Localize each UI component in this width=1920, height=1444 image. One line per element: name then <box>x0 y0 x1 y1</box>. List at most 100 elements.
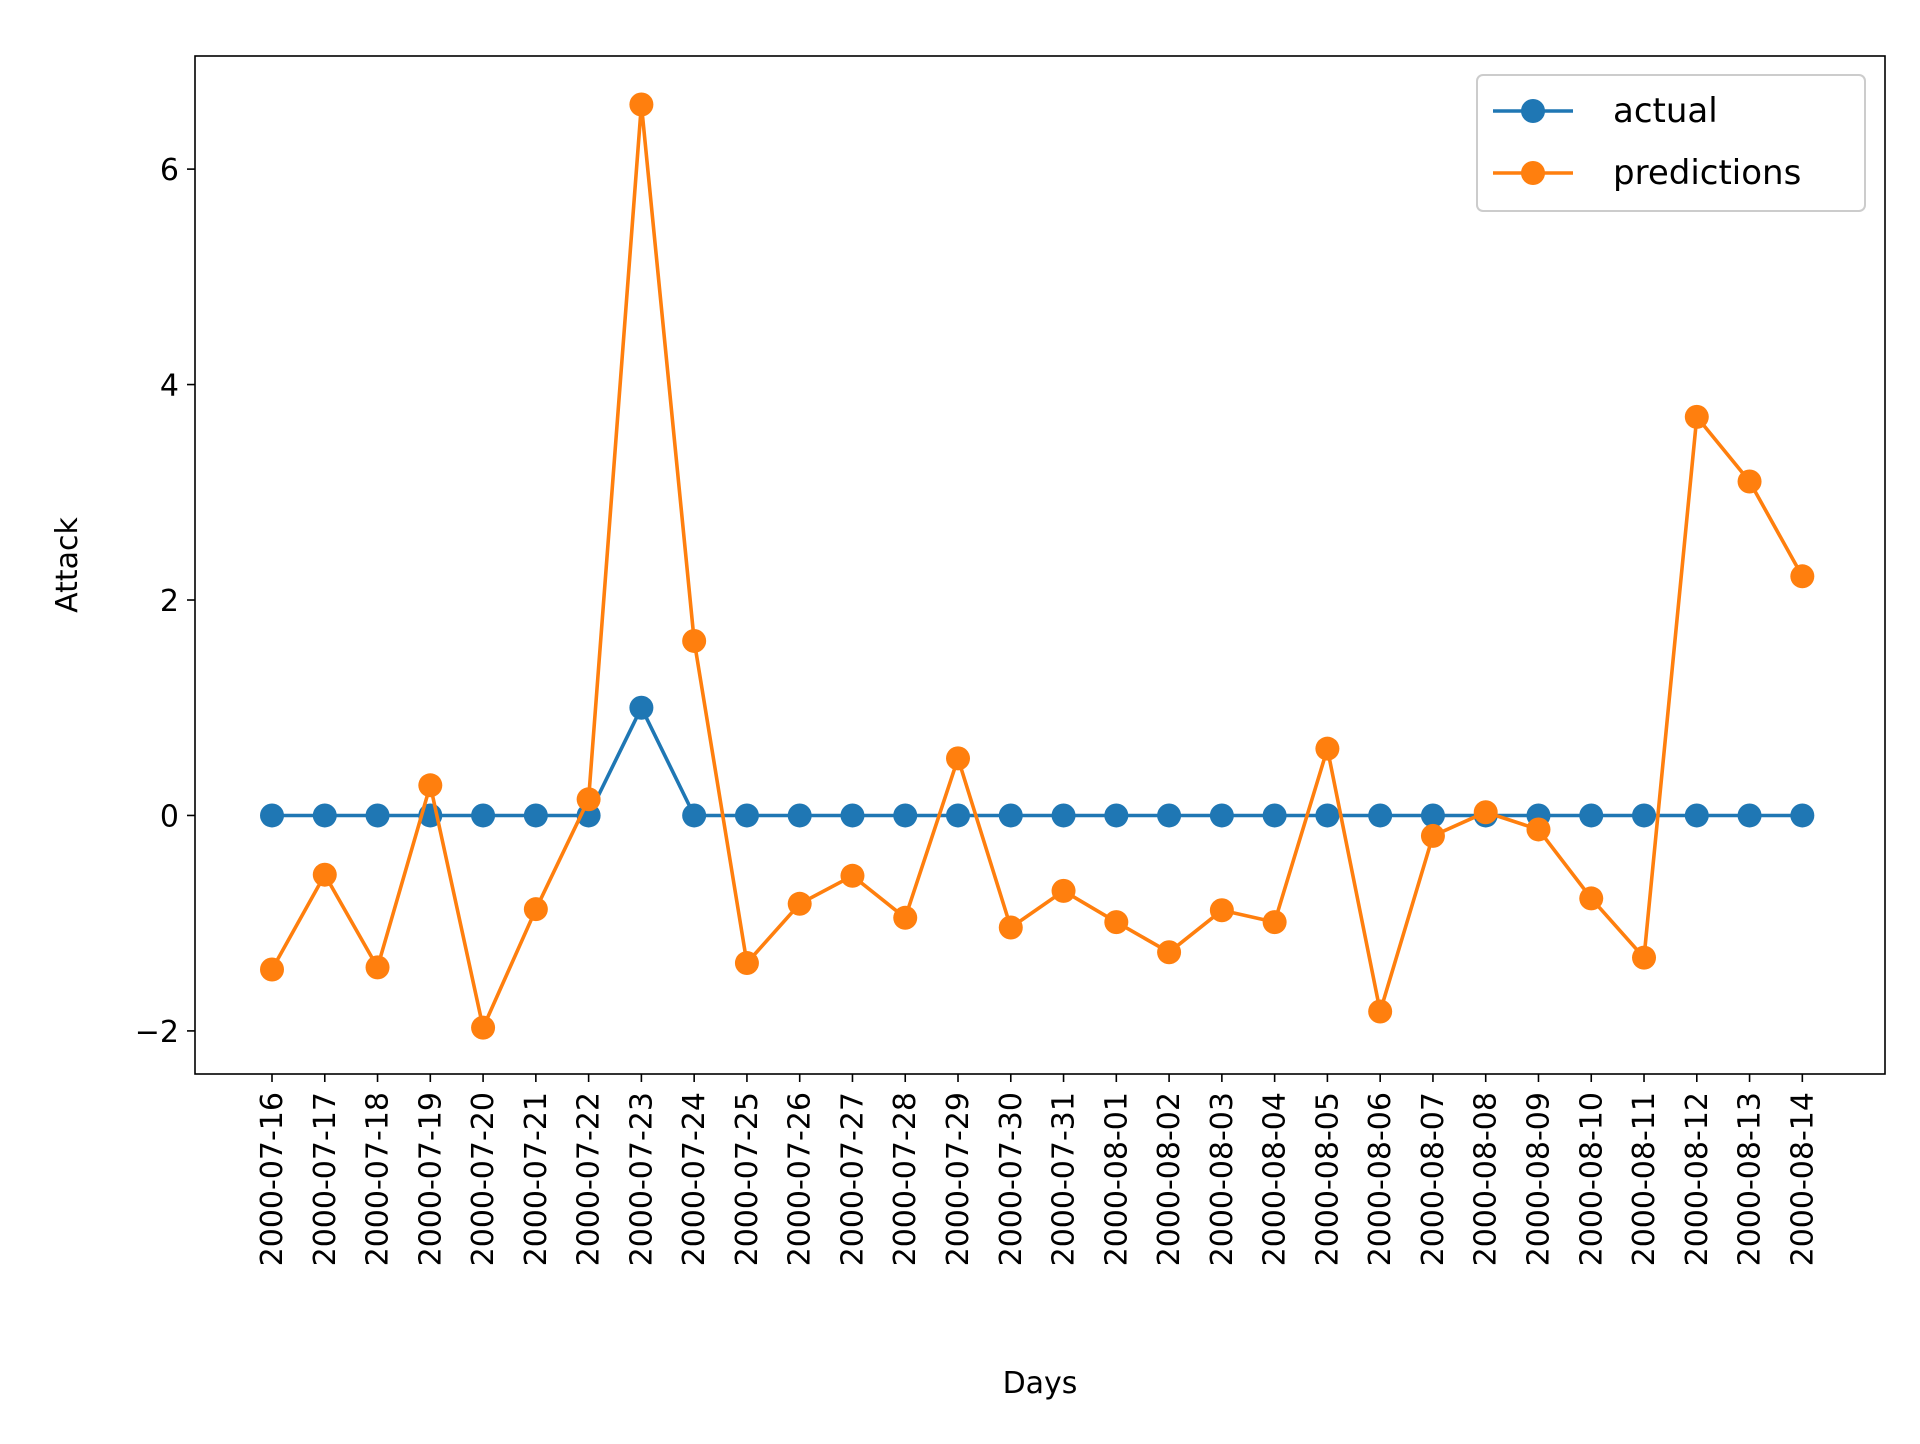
data-point-predictions <box>682 628 707 653</box>
x-tick-label: 2000-07-31 <box>1047 1092 1082 1266</box>
legend-item-actual: actual <box>1493 91 1718 131</box>
data-point-predictions <box>471 1015 496 1040</box>
data-point-predictions <box>1209 898 1234 923</box>
series-actual <box>260 695 1815 828</box>
x-tick-label: 2000-08-14 <box>1785 1092 1820 1266</box>
x-tick-label: 2000-07-25 <box>730 1092 765 1266</box>
data-point-actual <box>1790 803 1815 828</box>
series-line-predictions <box>270 102 1804 1030</box>
data-point-predictions <box>576 787 601 812</box>
legend-marker-predictions <box>1521 161 1545 185</box>
data-point-actual <box>1315 803 1340 828</box>
x-tick-label: 2000-07-29 <box>941 1092 976 1266</box>
x-tick-label: 2000-08-06 <box>1363 1092 1398 1266</box>
data-point-actual <box>1684 803 1709 828</box>
legend-item-predictions: predictions <box>1493 153 1801 193</box>
data-point-actual <box>734 803 759 828</box>
y-tick-label: 4 <box>160 369 179 404</box>
data-point-actual <box>1209 803 1234 828</box>
data-point-predictions <box>1526 817 1551 842</box>
x-axis: 2000-07-16 2000-07-17 2000-07-18 2000-07-19… <box>255 1074 1820 1266</box>
y-tick-label: 2 <box>160 584 179 619</box>
x-tick-label: 2000-07-28 <box>888 1092 923 1266</box>
data-point-predictions <box>1368 999 1393 1024</box>
data-point-predictions <box>787 891 812 916</box>
data-point-predictions <box>365 955 390 980</box>
y-axis: −2 0 2 4 6 <box>135 153 195 1050</box>
data-point-actual <box>840 803 865 828</box>
y-tick-label: 0 <box>160 799 179 834</box>
plot-frame <box>194 55 1886 1075</box>
x-tick-label: 2000-08-10 <box>1574 1092 1609 1266</box>
x-tick-label: 2000-08-01 <box>1099 1092 1134 1266</box>
data-point-actual <box>1262 803 1287 828</box>
data-point-predictions <box>1579 886 1604 911</box>
x-tick-label: 2000-08-02 <box>1152 1092 1187 1266</box>
y-tick-label: −2 <box>135 1015 179 1050</box>
legend-label-predictions: predictions <box>1613 153 1801 193</box>
data-point-actual <box>946 803 971 828</box>
data-point-predictions <box>260 957 284 982</box>
data-point-predictions <box>946 746 971 771</box>
data-point-actual <box>893 803 918 828</box>
data-point-predictions <box>1737 469 1762 494</box>
data-point-predictions <box>629 92 654 117</box>
series-layer <box>260 92 1815 1040</box>
data-point-predictions <box>1473 800 1498 825</box>
data-point-actual <box>1737 803 1762 828</box>
x-tick-label: 2000-07-30 <box>994 1092 1029 1266</box>
data-point-actual <box>682 803 707 828</box>
x-axis-label: Days <box>1003 1366 1078 1401</box>
data-point-predictions <box>1632 945 1657 970</box>
legend: actual predictions <box>1476 74 1866 212</box>
data-point-actual <box>1051 803 1076 828</box>
data-point-predictions <box>523 897 548 922</box>
data-point-predictions <box>1684 404 1709 429</box>
data-point-actual <box>787 803 812 828</box>
data-point-predictions <box>1051 878 1076 903</box>
x-tick-label: 2000-08-07 <box>1416 1092 1451 1266</box>
data-point-actual <box>998 803 1023 828</box>
x-tick-label: 2000-07-22 <box>572 1092 607 1266</box>
x-tick-label: 2000-07-23 <box>624 1092 659 1266</box>
data-point-actual <box>365 803 390 828</box>
legend-marker-actual <box>1521 99 1545 123</box>
x-tick-label: 2000-08-05 <box>1310 1092 1345 1266</box>
legend-box <box>1476 74 1866 212</box>
x-tick-label: 2000-07-24 <box>677 1092 712 1266</box>
x-tick-label: 2000-07-18 <box>361 1092 396 1266</box>
data-point-actual <box>1579 803 1604 828</box>
legend-label-actual: actual <box>1613 91 1718 131</box>
y-tick-label: 6 <box>160 153 179 188</box>
data-point-actual <box>629 695 654 720</box>
x-tick-label: 2000-07-19 <box>413 1092 448 1266</box>
data-point-predictions <box>1790 564 1815 589</box>
data-point-actual <box>471 803 496 828</box>
data-point-predictions <box>1315 736 1340 761</box>
data-point-predictions <box>734 951 759 976</box>
data-point-actual <box>1368 803 1393 828</box>
data-point-predictions <box>1104 910 1129 935</box>
data-point-actual <box>1420 803 1445 828</box>
x-tick-label: 2000-07-27 <box>835 1092 870 1266</box>
data-point-actual <box>523 803 548 828</box>
data-point-predictions <box>1420 823 1445 848</box>
x-tick-label: 2000-07-20 <box>466 1092 501 1266</box>
x-tick-label: 2000-08-13 <box>1733 1092 1768 1266</box>
data-point-predictions <box>1262 910 1287 935</box>
x-tick-label: 2000-07-16 <box>255 1092 290 1266</box>
data-point-actual <box>1632 803 1657 828</box>
x-tick-label: 2000-08-12 <box>1680 1092 1715 1266</box>
x-tick-label: 2000-08-08 <box>1469 1092 1504 1266</box>
data-point-actual <box>1157 803 1182 828</box>
data-point-actual <box>312 803 337 828</box>
data-point-actual <box>1104 803 1129 828</box>
data-point-predictions <box>840 863 865 888</box>
data-point-predictions <box>893 905 918 930</box>
data-point-predictions <box>312 862 337 887</box>
data-point-predictions <box>998 915 1023 940</box>
data-point-predictions <box>418 773 443 798</box>
